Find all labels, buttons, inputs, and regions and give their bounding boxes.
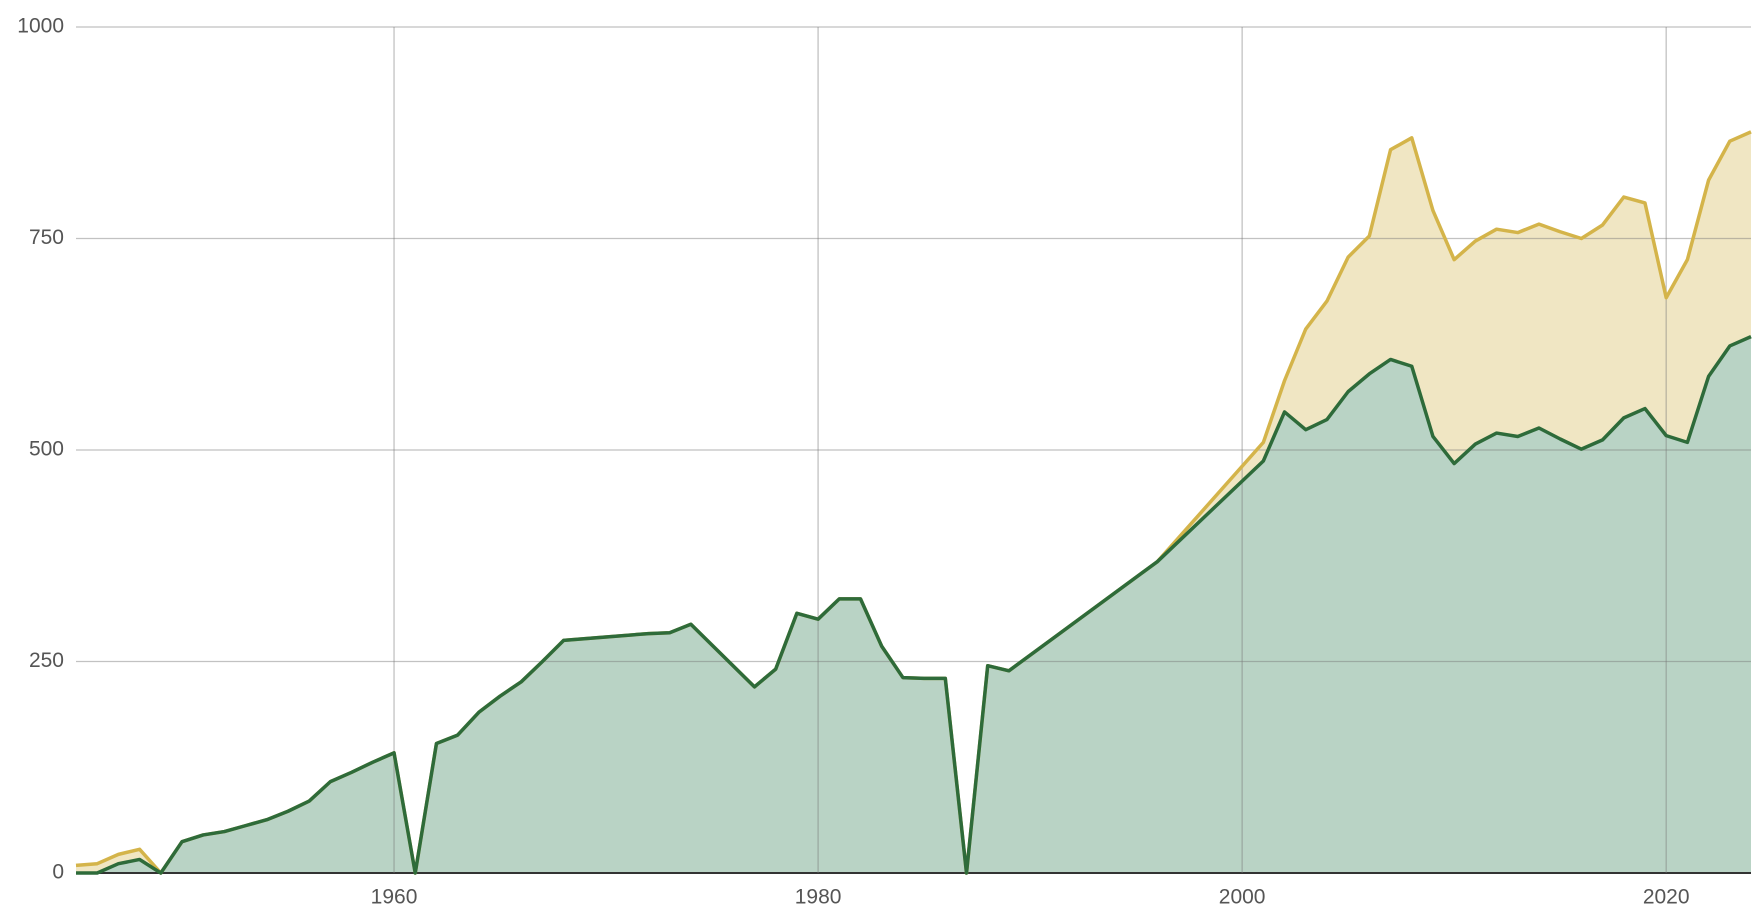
y-tick-label: 750: [29, 226, 64, 249]
x-tick-label: 1980: [795, 886, 842, 909]
y-tick-label: 1000: [17, 15, 64, 38]
y-tick-label: 500: [29, 438, 64, 461]
area: [76, 131, 1751, 874]
x-tick-label: 2000: [1219, 886, 1266, 909]
y-tick-label: 0: [52, 861, 64, 884]
line: [76, 335, 1752, 875]
area: [76, 336, 1751, 873]
y-tick-label: 250: [29, 649, 64, 672]
x-tick-label: 2020: [1643, 886, 1690, 909]
x-tick-label: 1960: [371, 886, 418, 909]
